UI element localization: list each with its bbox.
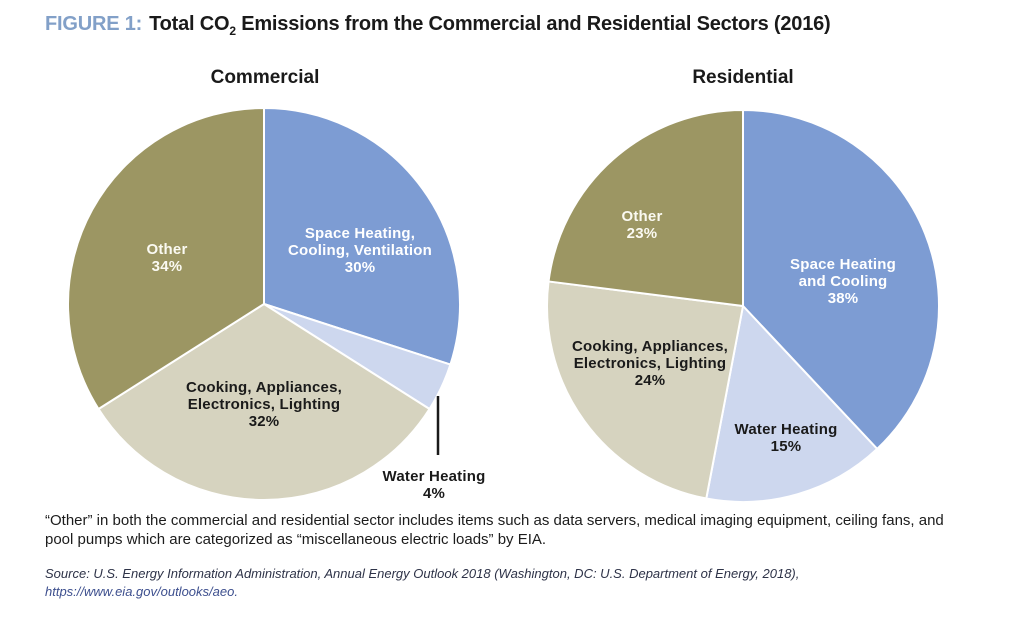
footnote-text: “Other” in both the commercial and resid… [45,511,995,549]
figure-title-post: Emissions from the Commercial and Reside… [235,13,831,35]
chart-title-commercial: Commercial [210,67,320,88]
pie-slice-residential-space-heating-and-cooling [742,109,941,450]
footnote-line-2: pool pumps which are categorized as “mis… [45,531,547,548]
source-citation: Source: U.S. Energy Information Administ… [45,565,995,601]
pie-slice-commercial-other [67,107,265,411]
footnote-line-1: “Other” in both the commercial and resid… [45,512,944,529]
pie-slice-residential-water-heating [705,305,879,503]
figure-title-text: Total CO2 Emissions from the Commercial … [149,13,831,38]
pie-slice-residential-other [547,109,744,307]
pie-slice-commercial-cooking-appliances-electronics-lighting [97,303,431,502]
chart-title-residential: Residential [692,67,794,88]
figure-title: FIGURE 1: Total CO2 Emissions from the Co… [45,13,831,38]
figure-label: FIGURE 1: [45,13,143,35]
pie-slice-residential-cooking-appliances-electronics-lighting [546,280,744,500]
co2-subscript: 2 [229,24,236,38]
figure-title-pre: Total CO [149,13,230,35]
pie-slice-commercial-space-heating-cooling-ventilation [263,107,461,366]
source-text: Source: U.S. Energy Information Administ… [45,566,800,581]
source-url-link[interactable]: https://www.eia.gov/outlooks/aeo. [45,584,238,599]
